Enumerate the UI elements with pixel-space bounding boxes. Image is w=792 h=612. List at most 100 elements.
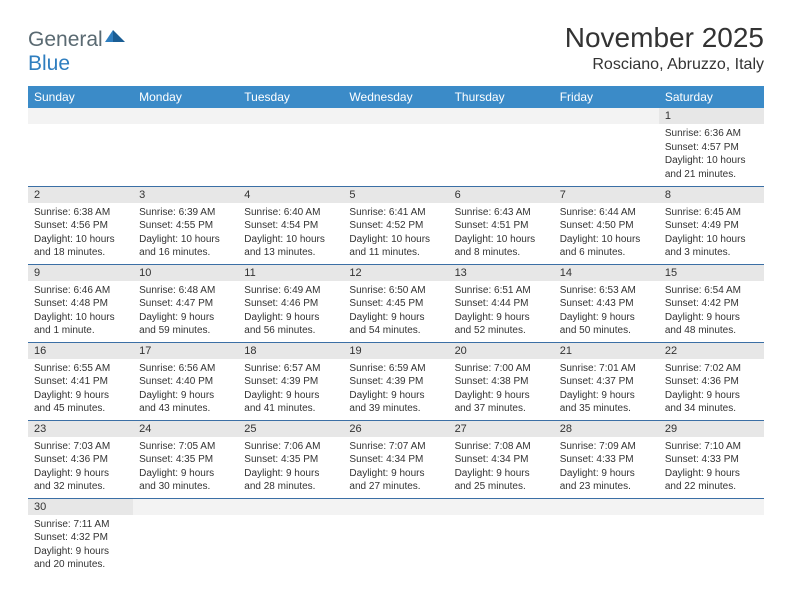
daylight-text: Daylight: 9 hours and 30 minutes. <box>139 467 232 494</box>
day-data <box>238 515 343 522</box>
calendar-row: 2Sunrise: 6:38 AMSunset: 4:56 PMDaylight… <box>28 186 764 264</box>
sunrise-text: Sunrise: 6:57 AM <box>244 362 337 376</box>
sunrise-text: Sunrise: 6:53 AM <box>560 284 653 298</box>
day-data: Sunrise: 6:50 AMSunset: 4:45 PMDaylight:… <box>343 281 448 342</box>
daylight-text: Daylight: 9 hours and 27 minutes. <box>349 467 442 494</box>
day-number <box>449 499 554 515</box>
sunrise-text: Sunrise: 6:54 AM <box>665 284 758 298</box>
day-number: 1 <box>659 108 764 124</box>
sunrise-text: Sunrise: 7:00 AM <box>455 362 548 376</box>
sunrise-text: Sunrise: 7:05 AM <box>139 440 232 454</box>
calendar-cell: 6Sunrise: 6:43 AMSunset: 4:51 PMDaylight… <box>449 186 554 264</box>
weekday-header: Thursday <box>449 86 554 108</box>
calendar-cell: 25Sunrise: 7:06 AMSunset: 4:35 PMDayligh… <box>238 420 343 498</box>
weekday-header: Wednesday <box>343 86 448 108</box>
daylight-text: Daylight: 9 hours and 35 minutes. <box>560 389 653 416</box>
day-number: 3 <box>133 187 238 203</box>
day-data: Sunrise: 7:07 AMSunset: 4:34 PMDaylight:… <box>343 437 448 498</box>
day-number: 14 <box>554 265 659 281</box>
day-data: Sunrise: 6:51 AMSunset: 4:44 PMDaylight:… <box>449 281 554 342</box>
daylight-text: Daylight: 9 hours and 37 minutes. <box>455 389 548 416</box>
calendar-cell: 1Sunrise: 6:36 AMSunset: 4:57 PMDaylight… <box>659 108 764 186</box>
calendar-cell: 16Sunrise: 6:55 AMSunset: 4:41 PMDayligh… <box>28 342 133 420</box>
daylight-text: Daylight: 9 hours and 52 minutes. <box>455 311 548 338</box>
calendar-table: Sunday Monday Tuesday Wednesday Thursday… <box>28 86 764 576</box>
daylight-text: Daylight: 10 hours and 8 minutes. <box>455 233 548 260</box>
sunset-text: Sunset: 4:57 PM <box>665 141 758 155</box>
calendar-cell: 7Sunrise: 6:44 AMSunset: 4:50 PMDaylight… <box>554 186 659 264</box>
day-number: 8 <box>659 187 764 203</box>
sunrise-text: Sunrise: 6:36 AM <box>665 127 758 141</box>
day-data <box>133 124 238 131</box>
day-data: Sunrise: 6:57 AMSunset: 4:39 PMDaylight:… <box>238 359 343 420</box>
daylight-text: Daylight: 9 hours and 20 minutes. <box>34 545 127 572</box>
day-data: Sunrise: 7:11 AMSunset: 4:32 PMDaylight:… <box>28 515 133 576</box>
day-data <box>238 124 343 131</box>
sunrise-text: Sunrise: 6:46 AM <box>34 284 127 298</box>
day-data: Sunrise: 7:10 AMSunset: 4:33 PMDaylight:… <box>659 437 764 498</box>
sunrise-text: Sunrise: 6:39 AM <box>139 206 232 220</box>
day-data <box>554 124 659 131</box>
daylight-text: Daylight: 10 hours and 18 minutes. <box>34 233 127 260</box>
daylight-text: Daylight: 9 hours and 34 minutes. <box>665 389 758 416</box>
sunset-text: Sunset: 4:33 PM <box>560 453 653 467</box>
sunrise-text: Sunrise: 7:11 AM <box>34 518 127 532</box>
daylight-text: Daylight: 10 hours and 6 minutes. <box>560 233 653 260</box>
daylight-text: Daylight: 9 hours and 22 minutes. <box>665 467 758 494</box>
day-data: Sunrise: 7:05 AMSunset: 4:35 PMDaylight:… <box>133 437 238 498</box>
day-number <box>449 108 554 124</box>
day-number: 17 <box>133 343 238 359</box>
day-number <box>133 499 238 515</box>
day-data: Sunrise: 7:00 AMSunset: 4:38 PMDaylight:… <box>449 359 554 420</box>
calendar-cell: 28Sunrise: 7:09 AMSunset: 4:33 PMDayligh… <box>554 420 659 498</box>
day-data <box>343 515 448 522</box>
logo-flag-icon <box>105 28 127 52</box>
calendar-cell: 10Sunrise: 6:48 AMSunset: 4:47 PMDayligh… <box>133 264 238 342</box>
sunrise-text: Sunrise: 7:10 AM <box>665 440 758 454</box>
calendar-cell: 13Sunrise: 6:51 AMSunset: 4:44 PMDayligh… <box>449 264 554 342</box>
day-number <box>554 108 659 124</box>
sunset-text: Sunset: 4:56 PM <box>34 219 127 233</box>
day-data: Sunrise: 6:39 AMSunset: 4:55 PMDaylight:… <box>133 203 238 264</box>
sunrise-text: Sunrise: 7:07 AM <box>349 440 442 454</box>
sunrise-text: Sunrise: 6:38 AM <box>34 206 127 220</box>
calendar-row: 1Sunrise: 6:36 AMSunset: 4:57 PMDaylight… <box>28 108 764 186</box>
sunset-text: Sunset: 4:35 PM <box>244 453 337 467</box>
calendar-cell <box>554 498 659 576</box>
sunrise-text: Sunrise: 6:56 AM <box>139 362 232 376</box>
day-data: Sunrise: 6:44 AMSunset: 4:50 PMDaylight:… <box>554 203 659 264</box>
day-data: Sunrise: 6:43 AMSunset: 4:51 PMDaylight:… <box>449 203 554 264</box>
calendar-cell: 9Sunrise: 6:46 AMSunset: 4:48 PMDaylight… <box>28 264 133 342</box>
sunset-text: Sunset: 4:46 PM <box>244 297 337 311</box>
weekday-header-row: Sunday Monday Tuesday Wednesday Thursday… <box>28 86 764 108</box>
weekday-header: Friday <box>554 86 659 108</box>
daylight-text: Daylight: 9 hours and 50 minutes. <box>560 311 653 338</box>
day-data <box>554 515 659 522</box>
sunset-text: Sunset: 4:47 PM <box>139 297 232 311</box>
day-data: Sunrise: 7:02 AMSunset: 4:36 PMDaylight:… <box>659 359 764 420</box>
day-data: Sunrise: 6:55 AMSunset: 4:41 PMDaylight:… <box>28 359 133 420</box>
day-number <box>28 108 133 124</box>
day-data: Sunrise: 6:49 AMSunset: 4:46 PMDaylight:… <box>238 281 343 342</box>
day-number: 30 <box>28 499 133 515</box>
daylight-text: Daylight: 9 hours and 41 minutes. <box>244 389 337 416</box>
daylight-text: Daylight: 9 hours and 25 minutes. <box>455 467 548 494</box>
calendar-cell: 2Sunrise: 6:38 AMSunset: 4:56 PMDaylight… <box>28 186 133 264</box>
daylight-text: Daylight: 9 hours and 28 minutes. <box>244 467 337 494</box>
sunrise-text: Sunrise: 6:50 AM <box>349 284 442 298</box>
sunset-text: Sunset: 4:37 PM <box>560 375 653 389</box>
sunset-text: Sunset: 4:34 PM <box>349 453 442 467</box>
day-number <box>659 499 764 515</box>
day-number: 11 <box>238 265 343 281</box>
calendar-cell: 8Sunrise: 6:45 AMSunset: 4:49 PMDaylight… <box>659 186 764 264</box>
sunset-text: Sunset: 4:50 PM <box>560 219 653 233</box>
location: Rosciano, Abruzzo, Italy <box>565 56 764 74</box>
day-data: Sunrise: 6:46 AMSunset: 4:48 PMDaylight:… <box>28 281 133 342</box>
sunset-text: Sunset: 4:49 PM <box>665 219 758 233</box>
daylight-text: Daylight: 10 hours and 13 minutes. <box>244 233 337 260</box>
daylight-text: Daylight: 9 hours and 45 minutes. <box>34 389 127 416</box>
day-number: 4 <box>238 187 343 203</box>
day-data <box>28 124 133 131</box>
day-number: 23 <box>28 421 133 437</box>
sunset-text: Sunset: 4:42 PM <box>665 297 758 311</box>
